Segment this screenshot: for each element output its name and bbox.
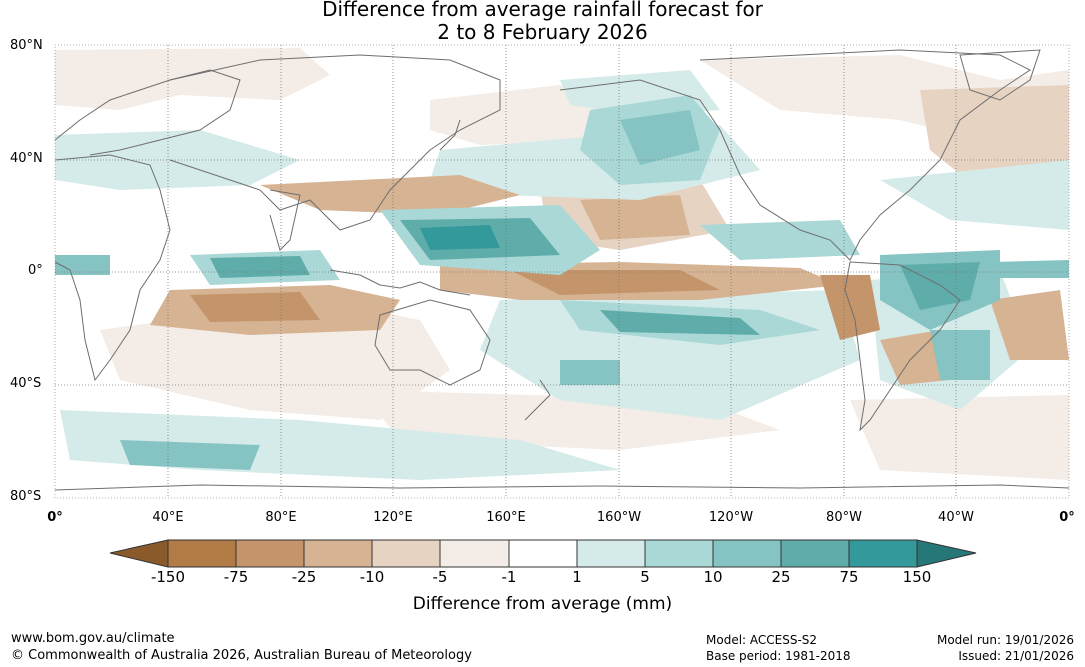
lon-label: 120°E	[373, 510, 413, 525]
lon-label: 40°E	[152, 510, 184, 525]
lon-label: 40°W	[938, 510, 974, 525]
lat-label: 80°N	[10, 38, 43, 53]
lon-label: 160°W	[596, 510, 642, 525]
colorbar-swatch	[235, 539, 305, 568]
lat-label: 40°S	[10, 376, 42, 391]
colorbar-swatch	[303, 539, 373, 568]
colorbar-swatch	[371, 539, 441, 568]
footer-model-run: Model run: 19/01/2026	[936, 633, 1074, 647]
coastlines	[55, 49, 1069, 491]
lon-label: 160°E	[486, 510, 526, 525]
lat-label: 0°	[28, 263, 43, 278]
colorbar-tick: -150	[150, 568, 186, 586]
colorbar-tick: 150	[902, 568, 932, 586]
colorbar-tick: 25	[771, 568, 791, 586]
colorbar-tick: -75	[223, 568, 249, 586]
colorbar-swatch	[167, 539, 237, 568]
colorbar-tick: 5	[640, 568, 650, 586]
colorbar-low-arrow	[109, 539, 169, 568]
footer-base-period: Base period: 1981-2018	[706, 649, 851, 663]
lon-label: 120°W	[708, 510, 754, 525]
colorbar-tick: -10	[359, 568, 385, 586]
colorbar-swatch	[780, 539, 850, 568]
colorbar-label: Difference from average (mm)	[412, 594, 673, 614]
lon-label: 80°W	[826, 510, 862, 525]
lon-label: 0°	[47, 510, 63, 525]
footer-model: Model: ACCESS-S2	[706, 633, 818, 647]
map-title-line-1: Difference from average rainfall forecas…	[322, 0, 763, 21]
anomaly-field	[55, 48, 1069, 480]
lon-label: 0°	[1059, 510, 1075, 525]
footer-issued: Issued: 21/01/2026	[958, 649, 1074, 663]
graticule	[55, 45, 1069, 498]
colorbar-tick: -25	[291, 568, 317, 586]
colorbar-tick: 10	[703, 568, 723, 586]
map-frame	[54, 44, 1070, 499]
colorbar-swatch	[508, 539, 578, 568]
lat-label: 80°S	[10, 489, 42, 504]
colorbar-high-arrow	[916, 539, 977, 568]
colorbar-tick: -5	[432, 568, 448, 586]
footer-copyright: © Commonwealth of Australia 2026, Austra…	[11, 648, 472, 663]
colorbar-tick: -1	[501, 568, 517, 586]
footer-url[interactable]: www.bom.gov.au/climate	[11, 631, 175, 646]
colorbar	[109, 539, 977, 568]
colorbar-swatch	[439, 539, 510, 568]
lat-label: 40°N	[10, 151, 43, 166]
colorbar-swatch	[712, 539, 782, 568]
colorbar-tick: 75	[839, 568, 859, 586]
lon-label: 80°E	[265, 510, 297, 525]
colorbar-tick: 1	[572, 568, 582, 586]
colorbar-swatch	[576, 539, 646, 568]
map-title-line-2: 2 to 8 February 2026	[437, 20, 648, 44]
colorbar-swatch	[644, 539, 714, 568]
colorbar-swatch	[848, 539, 918, 568]
